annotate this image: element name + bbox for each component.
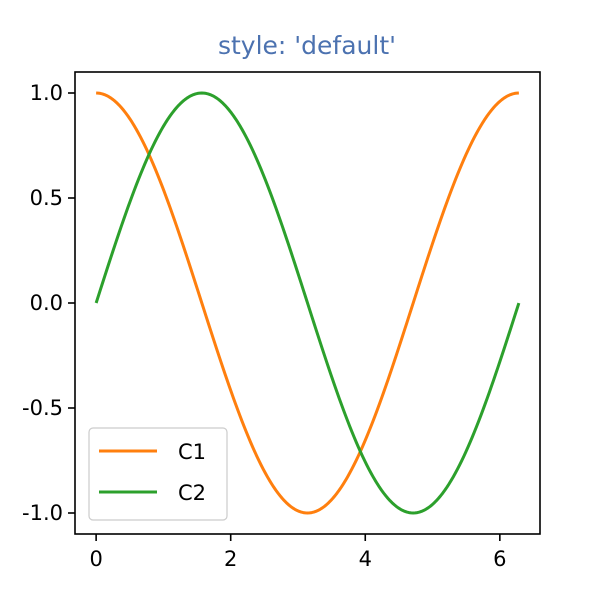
legend-label-c1: C1: [178, 440, 206, 464]
y-tick-label: -1.0: [22, 501, 63, 525]
y-tick-label: 1.0: [30, 81, 63, 105]
y-tick-label: -0.5: [22, 396, 63, 420]
legend-label-c2: C2: [178, 481, 206, 505]
chart-title: style: 'default': [218, 31, 396, 60]
x-tick-label: 6: [493, 547, 506, 571]
x-tick-label: 4: [359, 547, 372, 571]
y-tick-label: 0.0: [30, 291, 63, 315]
series-line-c1: [96, 91, 519, 515]
y-axis: 1.0 0.5 0.0 -0.5 -1.0: [22, 81, 75, 525]
y-tick-label: 0.5: [30, 186, 63, 210]
series-line-c2: [94, 91, 521, 515]
legend-box: [88, 427, 228, 521]
x-tick-label: 2: [224, 547, 237, 571]
x-tick-label: 0: [89, 547, 102, 571]
x-axis: 0 2 4 6: [89, 534, 507, 571]
legend: C1 C2: [88, 427, 228, 521]
